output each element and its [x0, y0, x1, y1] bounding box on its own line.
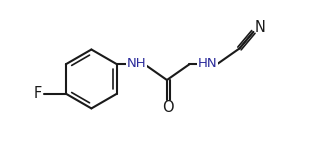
- Text: HN: HN: [197, 57, 217, 70]
- Text: NH: NH: [127, 57, 146, 70]
- Text: O: O: [162, 100, 174, 115]
- Text: N: N: [255, 20, 266, 34]
- Text: F: F: [33, 86, 42, 101]
